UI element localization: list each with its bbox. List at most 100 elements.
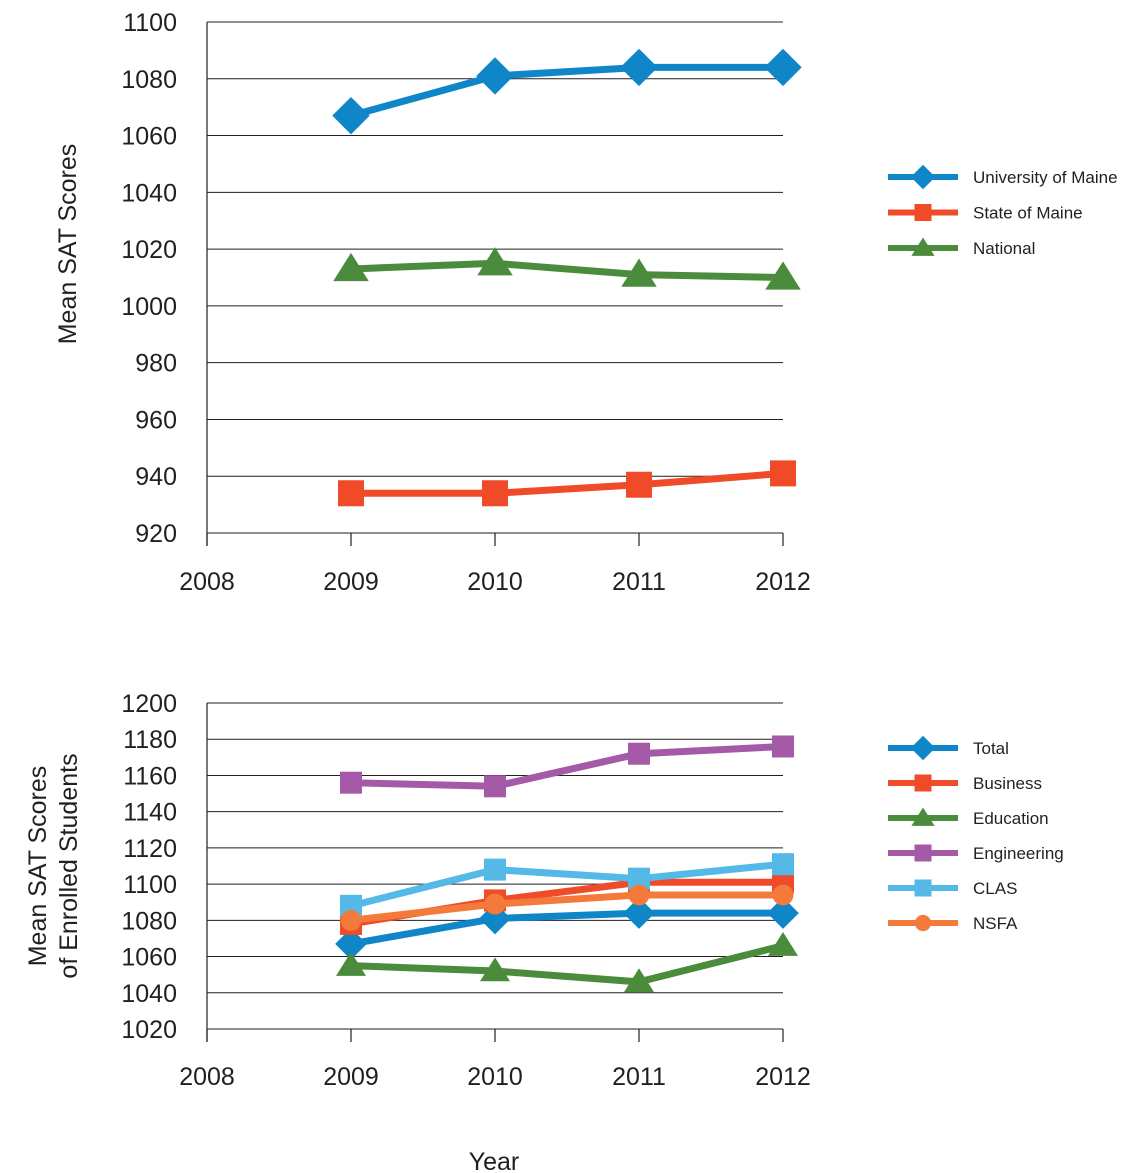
legend-marker xyxy=(914,204,932,221)
y-tick-label: 1120 xyxy=(123,835,177,863)
legend-label: Engineering xyxy=(973,844,1064,863)
x-tick-label: 2008 xyxy=(179,568,235,596)
series-line-nsfa xyxy=(350,891,783,924)
series-line-engineering xyxy=(350,742,784,790)
series-line-national xyxy=(350,259,784,281)
series-state-of-maine xyxy=(338,460,796,507)
legend-marker xyxy=(911,237,935,256)
x-tick-label: 2010 xyxy=(467,1063,523,1091)
y-tick-label: 920 xyxy=(135,520,177,548)
x-tick-label: 2012 xyxy=(755,568,811,596)
x-tick-label: 2010 xyxy=(467,568,523,596)
data-point-nsfa-2011 xyxy=(628,884,650,906)
series-nsfa xyxy=(340,884,794,931)
data-point-national-2010 xyxy=(477,247,513,276)
data-point-clas-2010 xyxy=(484,858,506,881)
y-tick-label: 1060 xyxy=(121,944,177,972)
y-axis-title: Mean SAT Scores xyxy=(54,144,82,345)
series-line-state-of-maine xyxy=(351,469,784,497)
series-line-clas xyxy=(350,860,784,910)
data-point-total-2011 xyxy=(623,897,655,929)
legend-marker xyxy=(911,807,935,826)
series-clas xyxy=(340,853,794,917)
y-tick-label: 1040 xyxy=(121,179,177,207)
legend-item-engineering: Engineering xyxy=(888,844,1064,863)
y-tick-label: 1100 xyxy=(123,871,177,899)
y-axis-title: Mean SAT Scores of Enrolled Students xyxy=(24,753,83,978)
data-point-total-2009 xyxy=(335,928,367,960)
legend-label: Business xyxy=(973,774,1042,793)
series-national xyxy=(333,247,801,290)
data-point-clas-2009 xyxy=(340,894,362,917)
data-point-nsfa-2012 xyxy=(772,884,794,906)
legend-item-clas: CLAS xyxy=(888,879,1017,898)
data-point-engineering-2011 xyxy=(628,742,650,765)
data-point-nsfa-2010 xyxy=(484,893,506,915)
legend-item-national: National xyxy=(888,237,1035,258)
legend-item-education: Education xyxy=(888,807,1049,828)
data-point-total-2012 xyxy=(767,897,799,929)
y-tick-label: 1020 xyxy=(121,1016,177,1044)
chart-mean-sat-enrolled: 1020 1040 1060 1080 1100 1120 1140 1160 1180 1200… xyxy=(24,690,1064,1173)
legend: University of Maine State of Maine Nationa… xyxy=(888,164,1118,258)
legend-label: CLAS xyxy=(973,879,1017,898)
series-line-university-of-maine xyxy=(350,63,783,120)
legend-item-nsfa: NSFA xyxy=(888,914,1018,933)
legend: Total Business Education Engineering CLAS NSF… xyxy=(888,735,1064,933)
data-point-national-2011 xyxy=(621,258,657,287)
data-point-education-2012 xyxy=(767,932,799,956)
data-point-clas-2011 xyxy=(628,867,650,890)
legend-label: State of Maine xyxy=(973,204,1083,223)
x-tick-label: 2009 xyxy=(323,568,379,596)
data-point-university-of-maine-2011 xyxy=(620,48,658,87)
y-tick-label: 1100 xyxy=(123,9,177,37)
x-tick-label: 2012 xyxy=(755,1063,811,1091)
y-tick-label: 1200 xyxy=(121,690,177,718)
y-tick-label: 1160 xyxy=(123,762,177,790)
data-point-university-of-maine-2012 xyxy=(764,48,802,87)
data-point-national-2009 xyxy=(333,252,369,282)
y-tick-label: 1080 xyxy=(121,907,177,935)
legend-item-state-of-maine: State of Maine xyxy=(888,204,1083,223)
chart-mean-sat-scores: 920 940 960 980 1000 1020 1040 1060 1080 1100 2008… xyxy=(54,9,1118,596)
y-tick-label: 1180 xyxy=(123,726,177,754)
data-point-university-of-maine-2009 xyxy=(332,96,370,135)
x-tick-label: 2011 xyxy=(612,1063,666,1091)
x-tick-label: 2008 xyxy=(179,1063,235,1091)
series-university-of-maine xyxy=(332,48,802,135)
data-point-education-2011 xyxy=(623,968,655,993)
series-line-education xyxy=(350,942,784,986)
data-point-state-of-maine-2010 xyxy=(482,480,508,507)
legend-marker xyxy=(910,735,936,761)
series-education xyxy=(335,932,799,993)
y-tick-label: 940 xyxy=(135,463,177,491)
legend-marker xyxy=(914,879,932,897)
data-point-nsfa-2009 xyxy=(340,909,362,931)
series-engineering xyxy=(340,735,794,798)
legend-marker xyxy=(914,844,932,862)
y-tick-label: 1140 xyxy=(123,799,177,827)
y-tick-label: 1060 xyxy=(121,123,177,151)
data-point-state-of-maine-2011 xyxy=(626,471,652,498)
data-point-engineering-2012 xyxy=(772,735,794,758)
data-point-education-2009 xyxy=(335,951,367,976)
x-tick-label: 2011 xyxy=(612,568,666,596)
data-point-engineering-2009 xyxy=(340,771,362,794)
y-tick-label: 1020 xyxy=(121,236,177,264)
data-point-state-of-maine-2012 xyxy=(770,460,796,487)
data-point-education-2010 xyxy=(479,957,511,982)
data-point-university-of-maine-2010 xyxy=(476,57,514,95)
legend-marker xyxy=(910,164,936,190)
legend-label: NSFA xyxy=(973,914,1018,933)
y-tick-label: 1080 xyxy=(121,66,177,94)
legend-marker xyxy=(914,774,932,792)
data-point-clas-2012 xyxy=(772,853,794,876)
legend-label: National xyxy=(973,239,1035,258)
legend-marker xyxy=(914,914,932,932)
series-business xyxy=(340,871,794,935)
x-tick-label: 2009 xyxy=(323,1063,379,1091)
data-point-state-of-maine-2009 xyxy=(338,480,364,507)
legend-label: Total xyxy=(973,739,1009,758)
x-axis-title: Year xyxy=(469,1148,520,1173)
